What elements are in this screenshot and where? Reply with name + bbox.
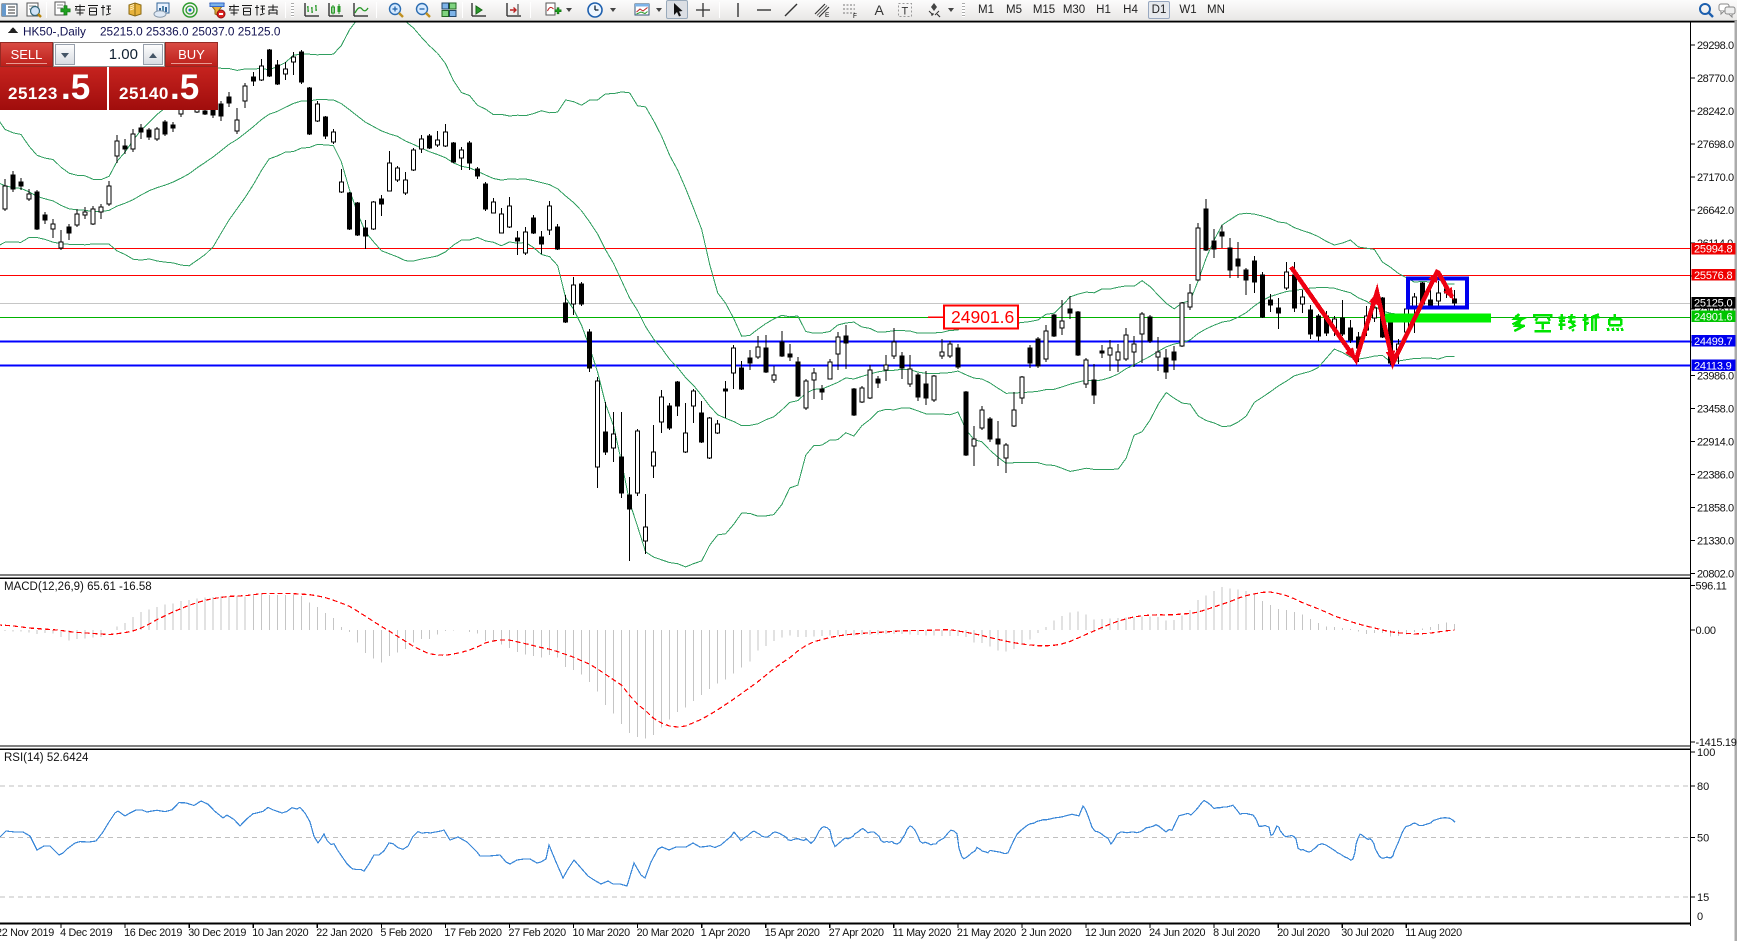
svg-text:0: 0 [1697, 911, 1703, 923]
svg-text:596.11: 596.11 [1696, 581, 1727, 593]
svg-text:T: T [902, 6, 909, 18]
svg-text:26642.0: 26642.0 [1697, 205, 1734, 217]
svg-text:30 Dec 2019: 30 Dec 2019 [188, 927, 246, 939]
svg-text:24901.6: 24901.6 [1694, 311, 1732, 323]
svg-text:27170.0: 27170.0 [1697, 172, 1734, 184]
svg-text:22 Nov 2019: 22 Nov 2019 [0, 927, 54, 939]
svg-text:15: 15 [1697, 892, 1709, 904]
svg-text:4 Dec 2019: 4 Dec 2019 [60, 927, 113, 939]
svg-text:25125.0: 25125.0 [1694, 298, 1732, 310]
svg-text:20802.0: 20802.0 [1697, 568, 1734, 580]
svg-text:20 Mar 2020: 20 Mar 2020 [637, 927, 695, 939]
svg-text:80: 80 [1697, 781, 1709, 793]
svg-text:21 May 2020: 21 May 2020 [957, 927, 1016, 939]
svg-text:2 Jun 2020: 2 Jun 2020 [1021, 927, 1072, 939]
svg-text:MACD(12,26,9) 65.61 -16.58: MACD(12,26,9) 65.61 -16.58 [4, 581, 152, 593]
svg-text:E: E [825, 12, 830, 19]
svg-text:0.00: 0.00 [1696, 625, 1716, 637]
svg-text:23986.0: 23986.0 [1697, 370, 1734, 382]
svg-text:22914.0: 22914.0 [1697, 436, 1734, 448]
svg-text:21330.0: 21330.0 [1697, 535, 1734, 547]
svg-text:RSI(14) 52.6424: RSI(14) 52.6424 [4, 752, 89, 764]
svg-text:27 Feb 2020: 27 Feb 2020 [509, 927, 567, 939]
svg-text:50: 50 [1697, 832, 1709, 844]
svg-text:15 Apr 2020: 15 Apr 2020 [765, 927, 820, 939]
svg-text:10 Mar 2020: 10 Mar 2020 [573, 927, 631, 939]
svg-text:24 Jun 2020: 24 Jun 2020 [1149, 927, 1205, 939]
svg-text:A: A [875, 2, 885, 18]
svg-text:10 Jan 2020: 10 Jan 2020 [252, 927, 308, 939]
svg-text:12 Jun 2020: 12 Jun 2020 [1085, 927, 1141, 939]
svg-text:28242.0: 28242.0 [1697, 106, 1734, 118]
svg-text:F: F [853, 13, 857, 19]
svg-text:27 Apr 2020: 27 Apr 2020 [829, 927, 884, 939]
svg-text:5 Feb 2020: 5 Feb 2020 [380, 927, 432, 939]
svg-text:24499.7: 24499.7 [1694, 336, 1732, 348]
svg-text:22386.0: 22386.0 [1697, 469, 1734, 481]
svg-text:23458.0: 23458.0 [1697, 403, 1734, 415]
svg-text:29298.0: 29298.0 [1697, 40, 1734, 52]
svg-text:20 Jul 2020: 20 Jul 2020 [1277, 927, 1330, 939]
svg-text:25215.0 25336.0 25037.0 25125.: 25215.0 25336.0 25037.0 25125.0 [100, 25, 281, 39]
svg-text:1 Apr 2020: 1 Apr 2020 [701, 927, 751, 939]
svg-text:8 Jul 2020: 8 Jul 2020 [1213, 927, 1260, 939]
svg-text:16 Dec 2019: 16 Dec 2019 [124, 927, 182, 939]
svg-text:17 Feb 2020: 17 Feb 2020 [444, 927, 502, 939]
svg-text:24113.9: 24113.9 [1694, 360, 1732, 372]
svg-text:25994.8: 25994.8 [1694, 244, 1732, 256]
svg-text:24901.6: 24901.6 [951, 307, 1014, 327]
svg-text:11 May 2020: 11 May 2020 [893, 927, 952, 939]
svg-text:100: 100 [1697, 747, 1715, 759]
svg-text:25576.8: 25576.8 [1694, 270, 1732, 282]
svg-text:30 Jul 2020: 30 Jul 2020 [1341, 927, 1394, 939]
svg-text:11 Aug 2020: 11 Aug 2020 [1405, 927, 1462, 939]
svg-text:21858.0: 21858.0 [1697, 502, 1734, 514]
svg-text:HK50-,Daily: HK50-,Daily [23, 25, 86, 39]
svg-text:-1415.19: -1415.19 [1696, 737, 1737, 749]
svg-text:27698.0: 27698.0 [1697, 139, 1734, 151]
svg-text:22 Jan 2020: 22 Jan 2020 [316, 927, 372, 939]
svg-text:28770.0: 28770.0 [1697, 73, 1734, 85]
